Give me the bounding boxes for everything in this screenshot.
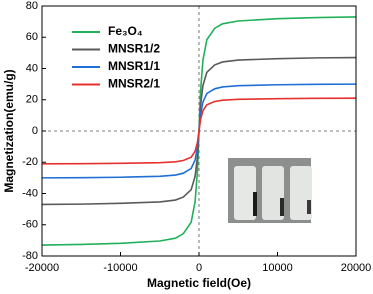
y-tick-label: -60 [22, 219, 38, 231]
x-tick-label: 0 [196, 262, 202, 274]
y-tick-label: -80 [22, 250, 38, 262]
x-axis-title: Magnetic field(Oe) [147, 276, 251, 290]
legend-text: MNSR1/2 [108, 42, 160, 56]
y-tick-label: 0 [32, 125, 38, 137]
x-tick-label: -20000 [25, 262, 59, 274]
y-axis-title: Magnetization(emu/g) [2, 69, 16, 192]
particles [280, 198, 284, 216]
vial [262, 166, 284, 220]
legend-text: Fe₃O₄ [108, 24, 143, 38]
plot-frame [41, 5, 357, 257]
y-tick-label: 40 [26, 62, 38, 74]
x-tick-label: 20000 [341, 262, 372, 274]
x-tick-label: -10000 [103, 262, 137, 274]
legend-text: MNSR1/1 [108, 59, 160, 73]
particles [307, 200, 311, 214]
series-line [41, 97, 357, 165]
y-tick-label: -40 [22, 187, 38, 199]
y-tick-label: -20 [22, 156, 38, 168]
vial [234, 166, 256, 220]
y-tick-label: 20 [26, 94, 38, 106]
inset-photo [228, 158, 312, 223]
x-tick-label: 10000 [262, 262, 293, 274]
legend-text: MNSR2/1 [108, 77, 160, 91]
y-tick-label: 60 [26, 31, 38, 43]
vial [290, 166, 312, 220]
particles [253, 192, 257, 216]
y-tick-label: 80 [26, 0, 38, 12]
